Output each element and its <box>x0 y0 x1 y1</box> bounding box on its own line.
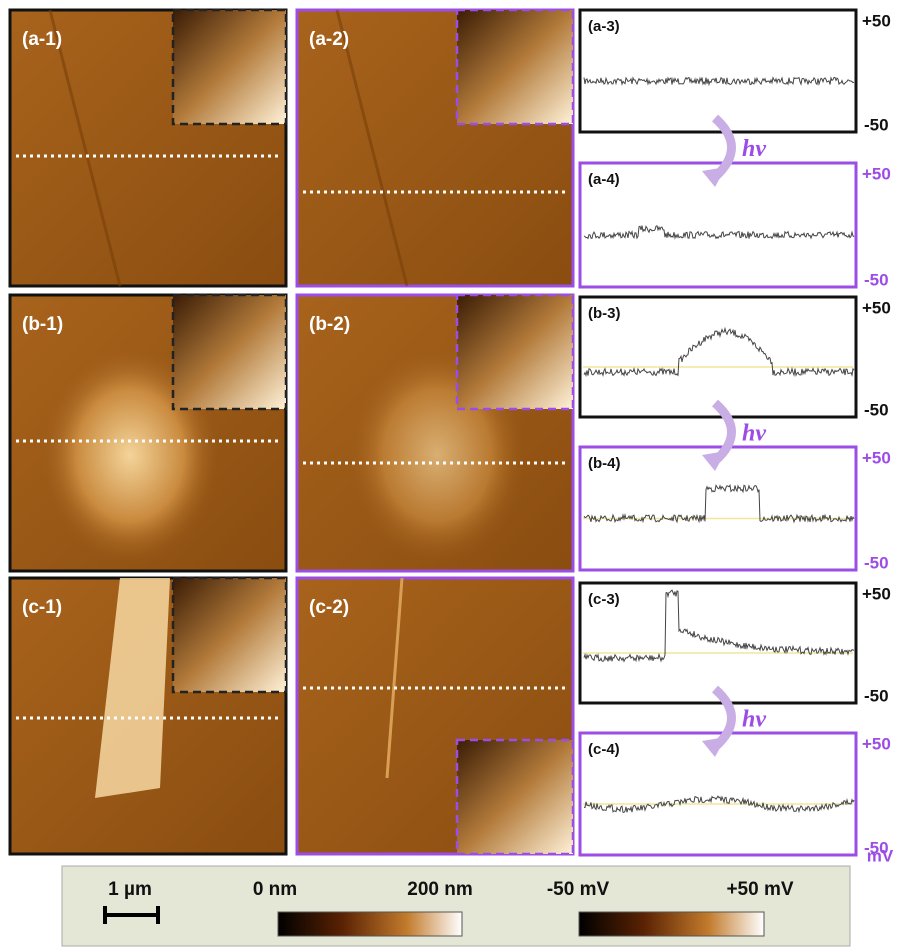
height-max: 200 nm <box>407 879 472 900</box>
profile-box <box>578 295 858 419</box>
inset <box>455 293 575 411</box>
inset <box>171 293 288 411</box>
image-label: (a-2) <box>309 29 349 50</box>
inset <box>455 738 575 856</box>
height-colorbar <box>277 911 463 937</box>
potential-max: +50 mV <box>726 879 793 900</box>
axis-top: +50 <box>862 734 891 753</box>
profile-trace <box>583 225 855 240</box>
image-label: (c-2) <box>309 597 349 618</box>
axis-bottom: -50 <box>864 553 889 572</box>
profile-box <box>578 581 858 705</box>
image-label: (a-1) <box>22 29 62 50</box>
height-min: 0 nm <box>253 879 297 900</box>
profile-box <box>578 161 858 289</box>
profile-label: (a-4) <box>588 171 620 188</box>
profile-box <box>578 445 858 572</box>
axis-bottom: -50 <box>864 115 889 134</box>
profile-trace <box>583 795 855 814</box>
axis-top: +50 <box>862 584 891 603</box>
afm-image <box>295 8 575 288</box>
image-label: (b-2) <box>309 314 350 335</box>
profile-label: (b-4) <box>588 455 621 472</box>
inset <box>171 576 288 694</box>
profile-trace <box>583 326 855 378</box>
profile-trace <box>583 484 855 524</box>
step-edge <box>335 9 409 287</box>
inset <box>171 8 288 126</box>
axis-top: +50 <box>862 11 891 30</box>
profile-trace <box>583 76 855 87</box>
hv-label: hν <box>742 136 766 162</box>
arrowhead <box>702 167 726 187</box>
potential-min: -50 mV <box>547 879 610 900</box>
hv-label: hν <box>742 707 766 733</box>
scale-bar <box>103 906 160 924</box>
hv-label: hν <box>742 421 766 447</box>
unit-label: mV <box>867 846 894 865</box>
potential-colorbar <box>578 911 765 937</box>
bright-edge <box>95 578 170 798</box>
inset <box>455 8 575 126</box>
axis-top: +50 <box>862 298 891 317</box>
axis-bottom: -50 <box>864 270 889 289</box>
profile-label: (c-3) <box>588 591 620 608</box>
scale-bar-label: 1 µm <box>108 879 152 900</box>
axis-top: +50 <box>862 164 891 183</box>
step-edge <box>48 9 122 287</box>
profile-trace <box>583 589 855 663</box>
profile-box <box>578 731 858 857</box>
axis-top: +50 <box>862 448 891 467</box>
arrowhead <box>702 451 726 471</box>
axis-bottom: -50 <box>864 400 889 419</box>
profile-label: (c-4) <box>588 741 620 758</box>
edge <box>385 577 404 779</box>
arrowhead <box>702 737 726 757</box>
profile-box <box>578 8 858 134</box>
image-label: (c-1) <box>22 597 62 618</box>
axis-bottom: -50 <box>864 686 889 705</box>
axis-bottom: -50 <box>864 838 889 857</box>
profile-label: (a-3) <box>588 18 620 35</box>
profile-label: (b-3) <box>588 305 621 322</box>
image-label: (b-1) <box>22 314 63 335</box>
